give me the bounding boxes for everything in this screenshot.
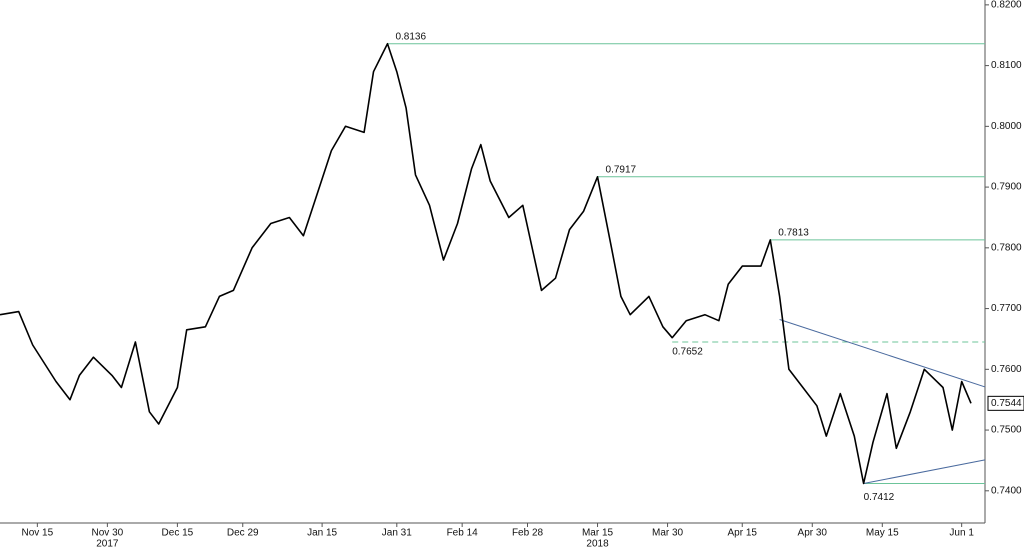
y-tick-label: 0.7600 [991,364,1022,375]
y-tick-label: 0.7800 [991,242,1022,253]
x-tick-label: Jan 15 [307,528,337,539]
x-tick-label: Mar 30 [652,528,684,539]
x-tick-label: Jun 1 [949,528,974,539]
y-tick-label: 0.7500 [991,425,1022,436]
level-label: 0.7917 [606,164,637,175]
y-tick-label: 0.8000 [991,121,1022,132]
x-tick-label: Apr 15 [728,528,758,539]
x-year-label: 2017 [96,539,119,549]
y-tick-label: 0.7400 [991,485,1022,496]
last-price-label: 0.7544 [991,398,1022,409]
x-tick-label: Nov 15 [22,528,54,539]
x-tick-label: Mar 15 [582,528,614,539]
last-price-box [987,395,1024,411]
x-tick-label: Dec 29 [227,528,259,539]
level-label: 0.7652 [672,346,703,357]
y-tick-label: 0.8200 [991,0,1022,11]
x-tick-label: Jan 31 [382,528,412,539]
y-tick-label: 0.7900 [991,182,1022,193]
x-year-label: 2018 [586,539,609,549]
level-label: 0.8136 [395,31,426,42]
x-tick-label: Dec 15 [162,528,194,539]
level-label: 0.7412 [864,492,895,503]
x-tick-label: Apr 30 [798,528,828,539]
level-label: 0.7813 [778,228,809,239]
x-tick-label: Feb 28 [512,528,544,539]
trend-line [863,459,986,485]
y-tick-label: 0.7700 [991,303,1022,314]
price-line [0,42,972,485]
x-tick-label: Feb 14 [447,528,479,539]
x-tick-label: May 15 [866,528,899,539]
y-tick-label: 0.8100 [991,60,1022,71]
x-tick-label: Nov 30 [92,528,124,539]
trend-line [779,319,986,388]
